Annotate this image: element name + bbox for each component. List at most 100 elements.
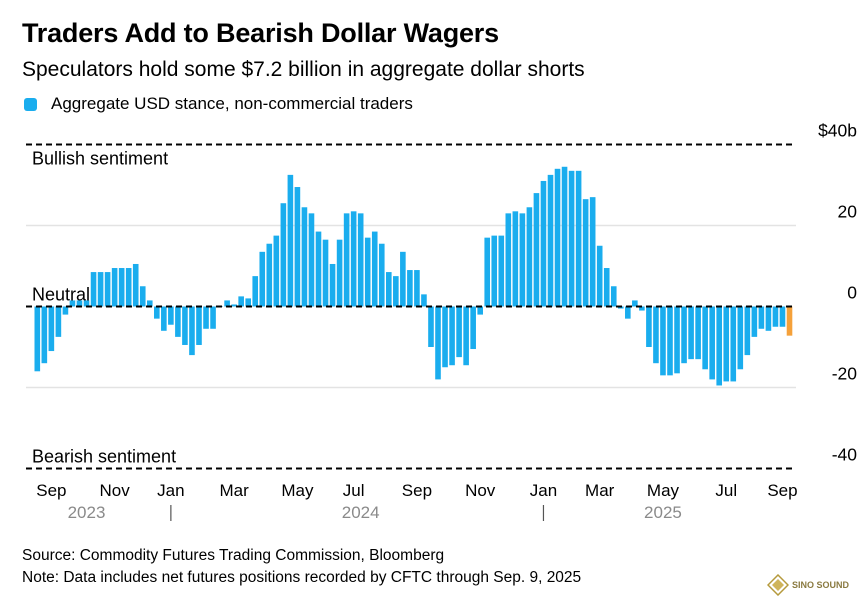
bar [48,306,55,352]
bar [709,306,715,380]
bar [449,306,455,366]
bar [34,306,41,372]
legend-label: Aggregate USD stance, non-commercial tra… [51,94,413,113]
bar [252,276,259,307]
bar [111,268,118,307]
y-tick-label: 0 [847,283,857,303]
bar [568,170,575,307]
x-tick-label: Sep [402,481,432,500]
annotation-label: Neutral [32,285,90,305]
bar [266,243,273,307]
x-tick-label: Jan [157,481,184,500]
bar [301,207,308,307]
bar [484,237,491,307]
bar [76,300,83,307]
bar [765,306,772,331]
bar [287,174,294,307]
bar [97,272,104,307]
x-tick-label: May [647,481,680,500]
bar [435,306,441,380]
bar [540,180,547,307]
x-tick-label: Nov [100,481,131,500]
legend-swatch [24,97,37,111]
bar [90,272,97,307]
bar [393,276,399,307]
year-label: 2023 [68,503,106,522]
bar [400,251,406,307]
bar [69,300,76,307]
bar [442,306,448,368]
bar [175,306,181,337]
bar [125,268,132,307]
bar [723,306,730,382]
bar [154,306,160,319]
bar [104,272,111,307]
bar [280,203,287,307]
bar [653,306,659,364]
bar [41,306,48,364]
data-note: Note: Data includes net futures position… [22,569,582,586]
bar [702,306,708,370]
bar [196,306,202,345]
bar [582,199,589,307]
bar [308,213,315,307]
x-tick-label: Jul [715,481,737,500]
bar [688,306,694,360]
bar [456,306,462,358]
chart-title: Traders Add to Bearish Dollar Wagers [22,18,499,48]
bar [477,306,483,315]
bar [505,213,512,307]
watermark-text: SINO SOUND [792,580,850,590]
source-note: Source: Commodity Futures Trading Commis… [22,547,445,564]
bar [224,300,230,307]
bar [210,306,216,329]
bar [491,235,498,307]
bar [526,207,533,307]
bar [407,270,413,307]
bar [667,306,673,376]
bar [737,306,744,370]
bar [561,166,568,307]
y-tick-label: $40b [818,121,857,141]
bar [294,187,301,307]
bar [730,306,737,382]
bar [343,213,350,307]
bar [575,170,582,307]
bar [203,306,209,329]
bar [786,306,793,336]
bar [674,306,680,374]
bar [547,174,554,307]
watermark: SINO SOUND [767,574,849,596]
bar [554,168,561,307]
bar [421,294,427,307]
x-tick-label: Sep [36,481,66,500]
bar [610,286,617,307]
annotation-label: Bearish sentiment [32,447,176,467]
bar [428,306,434,347]
bar [603,268,610,307]
x-tick-label: Nov [465,481,496,500]
bar [364,237,371,307]
bar [772,306,779,327]
bar [350,211,357,307]
bar [118,268,125,307]
bar [182,306,188,345]
y-tick-label: -40 [832,445,858,465]
bar [716,306,723,386]
bar [632,300,638,307]
annotation-label: Bullish sentiment [32,149,168,169]
watermark-logo-icon [767,574,789,596]
y-tick-label: -20 [832,364,858,384]
x-tick-label: Jul [343,481,365,500]
bar [161,306,167,331]
x-tick-label: Jan [530,481,557,500]
bar [779,306,786,327]
bar [371,231,378,307]
x-tick-label: May [281,481,314,500]
bar [139,286,146,307]
bar [596,245,603,307]
bar [378,243,385,307]
bar [751,306,758,337]
bar [168,306,174,325]
